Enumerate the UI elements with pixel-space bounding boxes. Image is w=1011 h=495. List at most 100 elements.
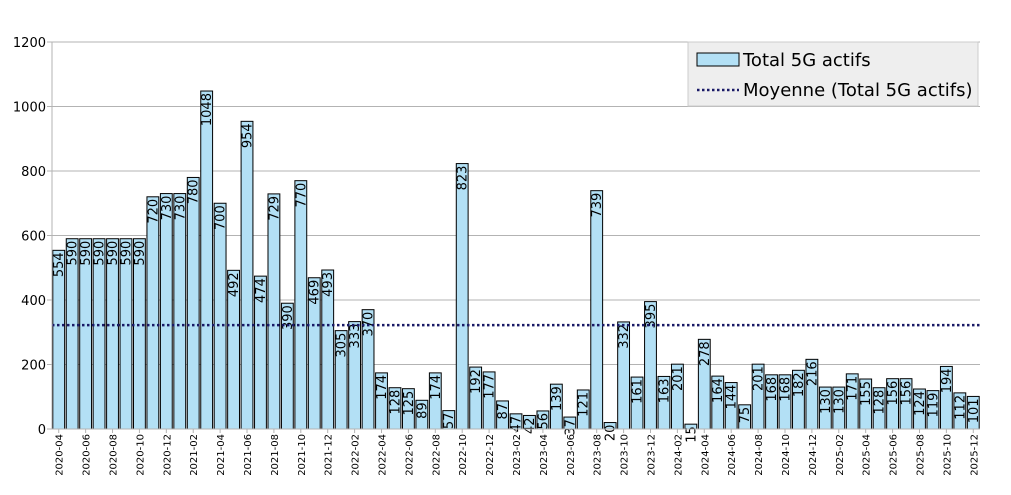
data-label: 780 bbox=[187, 179, 202, 204]
data-label: 89 bbox=[415, 402, 430, 419]
data-label: 128 bbox=[873, 390, 888, 415]
data-label: 168 bbox=[765, 377, 780, 402]
x-tick-label: 2021-10 bbox=[297, 434, 308, 476]
x-tick-label: 2023-10 bbox=[620, 434, 631, 476]
legend-label-average: Moyenne (Total 5G actifs) bbox=[743, 80, 973, 101]
data-label: 130 bbox=[832, 389, 847, 414]
data-labels: 5545905905905905905907207307307801048700… bbox=[52, 93, 982, 443]
data-label: 278 bbox=[698, 341, 713, 366]
x-tick-label: 2024-12 bbox=[808, 434, 819, 476]
x-tick-label: 2025-02 bbox=[835, 434, 846, 476]
bar bbox=[173, 193, 187, 430]
data-label: 730 bbox=[173, 196, 188, 221]
data-label: 492 bbox=[227, 272, 242, 297]
bar bbox=[590, 190, 604, 430]
data-label: 125 bbox=[402, 391, 417, 416]
data-label: 171 bbox=[846, 376, 861, 401]
data-label: 128 bbox=[388, 390, 403, 415]
data-label: 333 bbox=[348, 324, 363, 349]
x-tick-label: 2021-08 bbox=[270, 434, 281, 476]
data-label: 119 bbox=[926, 393, 941, 418]
data-label: 954 bbox=[241, 123, 256, 148]
bar bbox=[146, 196, 160, 430]
data-label: 177 bbox=[483, 374, 498, 399]
y-tick-label: 400 bbox=[21, 294, 46, 309]
legend: Total 5G actifs Moyenne (Total 5G actifs… bbox=[687, 41, 979, 107]
data-label: 156 bbox=[900, 381, 915, 406]
x-tick-label: 2021-12 bbox=[324, 434, 335, 476]
data-label: 823 bbox=[456, 166, 471, 191]
data-label: 590 bbox=[79, 241, 94, 266]
x-tick-label: 2023-12 bbox=[646, 434, 657, 476]
data-label: 47 bbox=[510, 416, 525, 433]
bar bbox=[240, 120, 254, 430]
x-tick-label: 2025-12 bbox=[969, 434, 980, 476]
data-label: 216 bbox=[805, 361, 820, 386]
data-label: 194 bbox=[940, 368, 955, 393]
data-label: 474 bbox=[254, 278, 269, 303]
data-label: 182 bbox=[792, 372, 807, 397]
bars bbox=[52, 90, 980, 430]
data-label: 161 bbox=[631, 379, 646, 404]
x-tick-label: 2025-04 bbox=[862, 434, 873, 476]
data-label: 124 bbox=[913, 391, 928, 416]
data-label: 590 bbox=[106, 241, 121, 266]
x-tick-label: 2022-12 bbox=[485, 434, 496, 476]
data-label: 729 bbox=[267, 196, 282, 221]
bar bbox=[159, 193, 173, 430]
x-tick-label: 2020-12 bbox=[162, 434, 173, 476]
x-tick-label: 2024-02 bbox=[673, 434, 684, 476]
data-label: 739 bbox=[590, 193, 605, 218]
data-label: 15 bbox=[684, 426, 699, 443]
x-tick-label: 2020-08 bbox=[109, 434, 120, 476]
data-label: 390 bbox=[281, 305, 296, 330]
bar bbox=[200, 90, 214, 430]
data-label: 139 bbox=[550, 386, 565, 411]
x-tick-label: 2021-06 bbox=[243, 434, 254, 476]
y-tick-label: 200 bbox=[21, 359, 46, 374]
data-label: 156 bbox=[886, 381, 901, 406]
bar bbox=[133, 238, 146, 430]
bar bbox=[65, 238, 79, 430]
data-label: 700 bbox=[214, 205, 229, 230]
bar bbox=[186, 176, 200, 430]
y-tick-label: 1000 bbox=[13, 101, 46, 116]
x-axis-ticks: 2020-04 2020-06 2020-08 2020-10 2020-12 2021-… bbox=[55, 429, 980, 476]
data-label: 332 bbox=[617, 324, 632, 349]
x-tick-label: 2022-02 bbox=[351, 434, 362, 476]
bar bbox=[267, 193, 281, 430]
data-label: 37 bbox=[563, 419, 578, 436]
data-label: 130 bbox=[819, 389, 834, 414]
data-label: 590 bbox=[119, 241, 134, 266]
data-label: 590 bbox=[66, 241, 81, 266]
x-tick-label: 2022-10 bbox=[458, 434, 469, 476]
data-label: 192 bbox=[469, 369, 484, 394]
data-label: 112 bbox=[953, 395, 968, 420]
bar bbox=[119, 238, 133, 430]
x-tick-label: 2022-06 bbox=[404, 434, 415, 476]
y-axis-ticks: 0 200 400 600 800 1000 1200 bbox=[13, 36, 52, 438]
x-tick-label: 2023-08 bbox=[593, 434, 604, 476]
data-label: 590 bbox=[93, 241, 108, 266]
y-tick-label: 1200 bbox=[13, 36, 46, 51]
x-tick-label: 2023-04 bbox=[539, 434, 550, 476]
x-tick-label: 2024-04 bbox=[700, 434, 711, 476]
data-label: 305 bbox=[335, 333, 350, 358]
legend-swatch-bars bbox=[696, 52, 740, 67]
data-label: 770 bbox=[294, 183, 309, 208]
x-tick-label: 2020-04 bbox=[55, 434, 66, 476]
data-label: 720 bbox=[146, 199, 161, 224]
y-tick-label: 800 bbox=[21, 165, 46, 180]
data-label: 57 bbox=[442, 413, 457, 430]
x-tick-label: 2025-10 bbox=[942, 434, 953, 476]
data-label: 20 bbox=[604, 425, 619, 442]
x-tick-label: 2022-08 bbox=[431, 434, 442, 476]
data-label: 554 bbox=[52, 252, 67, 277]
data-label: 155 bbox=[859, 381, 874, 406]
x-tick-label: 2025-08 bbox=[915, 434, 926, 476]
x-tick-label: 2024-08 bbox=[754, 434, 765, 476]
x-tick-label: 2025-06 bbox=[889, 434, 900, 476]
axes bbox=[51, 42, 980, 430]
data-label: 56 bbox=[536, 413, 551, 430]
